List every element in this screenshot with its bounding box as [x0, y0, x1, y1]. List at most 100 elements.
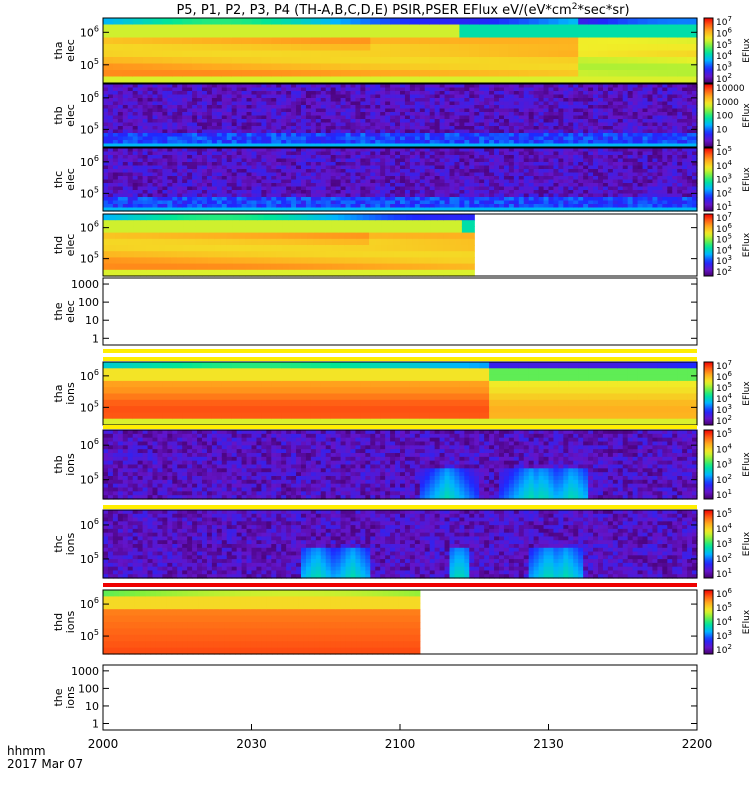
heatmap-cell [103, 115, 109, 120]
heatmap-cell [241, 207, 248, 212]
heatmap-cell [325, 108, 332, 113]
heatmap-cell [345, 98, 352, 103]
heatmap-cell [320, 193, 327, 198]
heatmap-cell [251, 193, 258, 198]
heatmap-cell [132, 155, 139, 160]
heatmap-cell [583, 101, 589, 106]
heatmap-cell [305, 101, 312, 106]
heatmap-cell [296, 186, 302, 191]
heatmap-cell [573, 155, 579, 160]
heatmap-cell [424, 197, 431, 202]
heatmap-cell [261, 186, 267, 191]
heatmap-cell [330, 136, 337, 141]
heatmap-cell [459, 133, 465, 138]
heatmap-cell [583, 148, 589, 153]
heatmap-cell [667, 207, 673, 212]
heatmap-cell [667, 50, 678, 58]
heatmap-cell [459, 176, 465, 181]
heatmap-cell [484, 87, 490, 92]
heatmap-cell [469, 143, 475, 148]
heatmap-cell [177, 155, 183, 160]
heatmap-cell [132, 101, 139, 106]
heatmap-cell [281, 140, 287, 145]
heatmap-cell [305, 148, 312, 153]
heatmap-cell [409, 140, 416, 145]
heatmap-cell [330, 200, 337, 205]
heatmap-cell [593, 165, 599, 170]
heatmap-cell [444, 151, 451, 156]
heatmap-cell [682, 94, 688, 99]
heatmap-cell [117, 133, 124, 138]
heatmap-cell [310, 172, 317, 177]
heatmap-cell [216, 94, 223, 99]
heatmap-cell [424, 155, 431, 160]
heatmap-cell [375, 91, 381, 96]
heatmap-cell [395, 105, 401, 110]
heatmap-cell [291, 18, 302, 26]
heatmap-cell [454, 133, 460, 138]
heatmap-cell [182, 31, 193, 39]
heatmap-cell [296, 101, 302, 106]
heatmap-cell [271, 98, 277, 103]
heatmap-cell [202, 112, 208, 117]
heatmap-cell [687, 183, 693, 188]
heatmap-cell [276, 112, 282, 117]
heatmap-cell [365, 169, 371, 174]
heatmap-cell [335, 108, 342, 113]
heatmap-cell [449, 143, 456, 148]
heatmap-cell [538, 148, 545, 153]
heatmap-cell [236, 148, 243, 153]
heatmap-cell [305, 136, 312, 141]
heatmap-cell [147, 129, 154, 134]
heatmap-cell [583, 91, 589, 96]
heatmap-cell [122, 84, 129, 89]
heatmap-cell [627, 129, 634, 134]
heatmap-cell [484, 155, 490, 160]
heatmap-cell [167, 193, 173, 198]
heatmap-cell [692, 94, 698, 99]
heatmap-cell [192, 76, 203, 84]
heatmap-cell [578, 151, 584, 156]
heatmap-cell [107, 101, 114, 106]
heatmap-cell [598, 190, 604, 195]
heatmap-cell [187, 190, 193, 195]
heatmap-cell [266, 94, 272, 99]
heatmap-cell [523, 183, 530, 188]
heatmap-cell [444, 129, 451, 134]
heatmap-cell [310, 115, 317, 120]
heatmap-cell [548, 207, 555, 212]
heatmap-cell [246, 87, 253, 92]
heatmap-cell [424, 105, 431, 110]
heatmap-cell [325, 169, 332, 174]
heatmap-cell [474, 126, 480, 131]
heatmap-cell [137, 155, 144, 160]
heatmap-cell [439, 151, 446, 156]
heatmap-cell [508, 200, 515, 205]
heatmap-cell [202, 63, 213, 71]
heatmap-cell [187, 151, 193, 156]
heatmap-cell [637, 76, 649, 84]
heatmap-cell [182, 140, 188, 145]
heatmap-cell [192, 24, 203, 32]
heatmap-cell [662, 148, 668, 153]
heatmap-cell [662, 105, 668, 110]
heatmap-cell [117, 122, 124, 127]
heatmap-cell [241, 143, 248, 148]
heatmap-cell [528, 133, 535, 138]
heatmap-cell [142, 151, 149, 156]
heatmap-cell [375, 190, 381, 195]
heatmap-cell [345, 87, 352, 92]
heatmap-cell [687, 179, 693, 184]
heatmap-cell [692, 151, 698, 156]
heatmap-cell [543, 115, 550, 120]
heatmap-cell [499, 101, 505, 106]
heatmap-cell [459, 57, 470, 65]
heatmap-cell [672, 101, 678, 106]
heatmap-cell [231, 136, 238, 141]
heatmap-cell [583, 126, 589, 131]
heatmap-cell [157, 158, 163, 163]
heatmap-cell [479, 190, 485, 195]
heatmap-cell [598, 197, 604, 202]
heatmap-cell [291, 44, 302, 52]
heatmap-cell [533, 136, 540, 141]
